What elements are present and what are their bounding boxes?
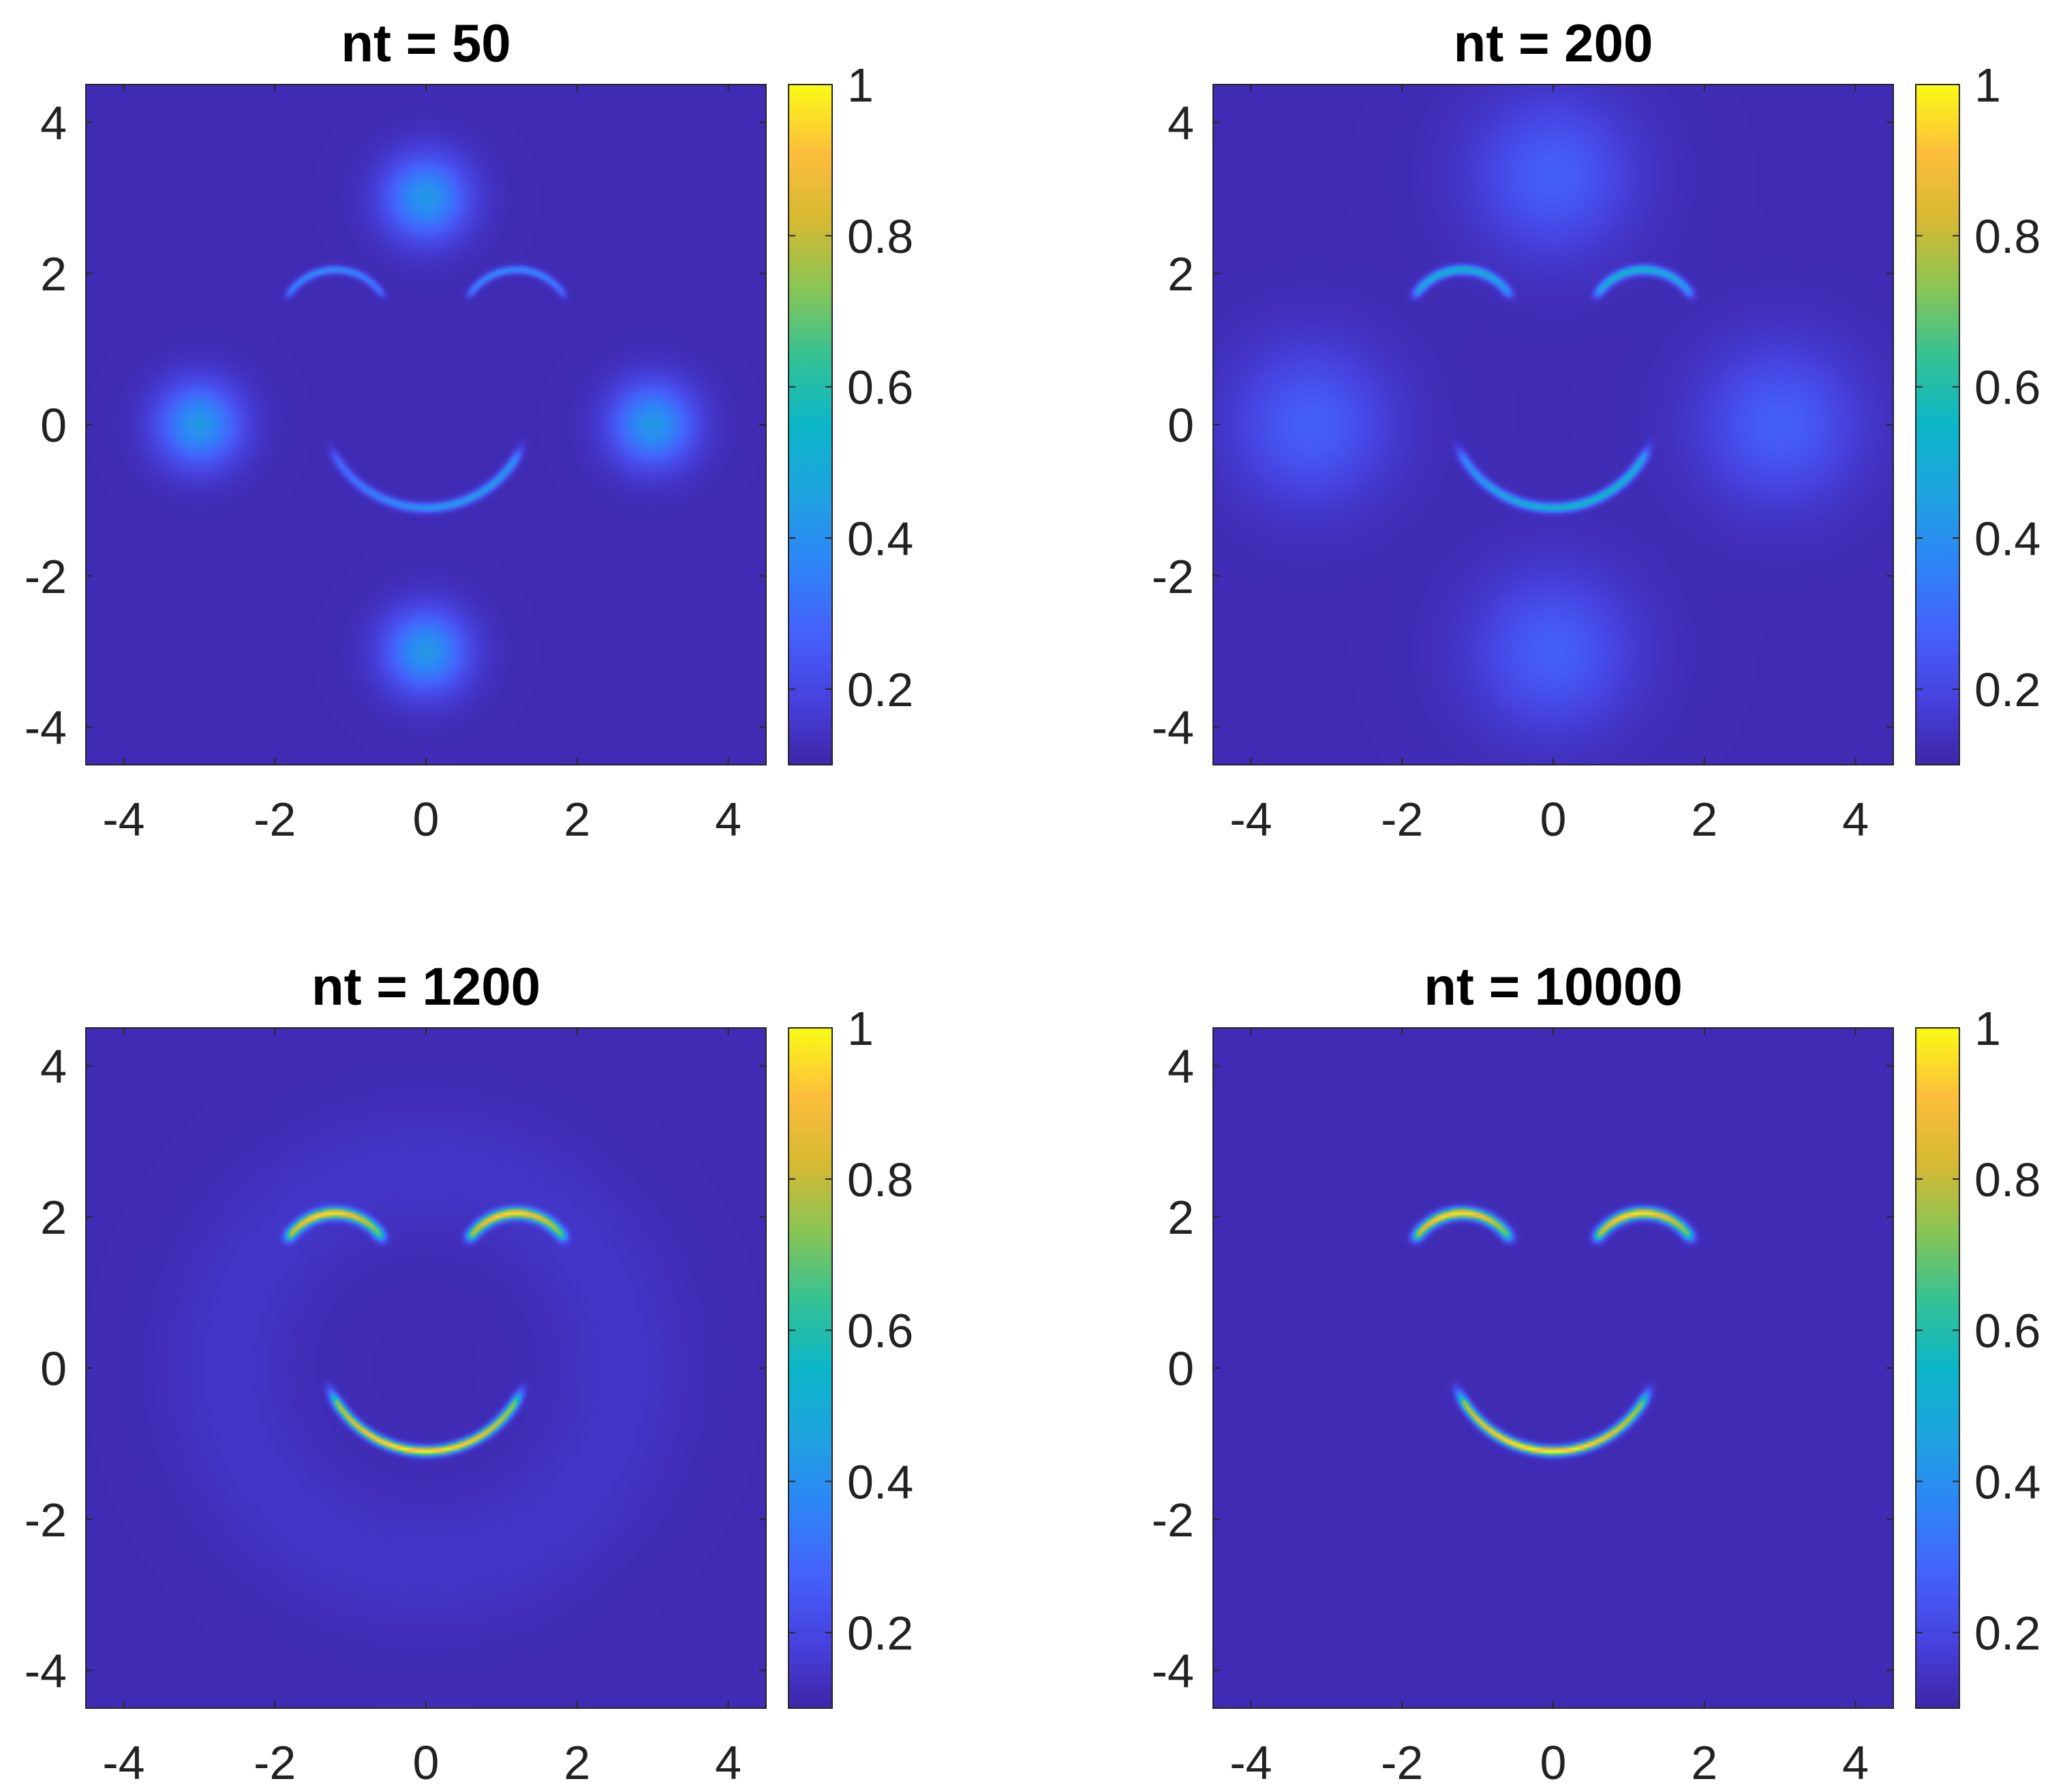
x-tick-label: 4 <box>715 793 742 846</box>
colorbar-frame <box>1915 84 1960 765</box>
panel-title: nt = 50 <box>341 13 510 73</box>
colorbar-tick-label: 0.6 <box>847 361 913 414</box>
y-tick-label: 0 <box>1167 399 1194 452</box>
y-tick-label: -4 <box>25 1645 67 1698</box>
y-tick-label: -4 <box>1152 701 1194 755</box>
colorbar-tick-label: 0.6 <box>1974 1305 2041 1358</box>
colorbar-tick-label: 0.8 <box>1974 210 2041 263</box>
x-tick-label: 4 <box>1842 793 1869 846</box>
panel-nt-1200: nt = 1200 -4 -2 0 2 4 -4 -2 0 2 4 0.2 0.4 0.6 0.8 1 <box>25 956 914 1789</box>
colorbar-tick-label: 1 <box>1974 59 2001 112</box>
heatmap-image <box>86 85 766 765</box>
x-tick-label: 0 <box>1540 793 1567 846</box>
y-tick-label: -2 <box>25 1493 67 1547</box>
colorbar-tick-label: 0.8 <box>1974 1153 2041 1206</box>
y-tick-label: -4 <box>1152 1645 1194 1698</box>
y-tick-label: 4 <box>40 1039 67 1093</box>
colorbar-tick-label: 0.2 <box>1974 1607 2041 1660</box>
colorbar-tick-label: 1 <box>847 59 874 112</box>
panel-title: nt = 200 <box>1454 13 1653 73</box>
x-tick-label: 4 <box>1842 1736 1869 1789</box>
x-tick-label: 2 <box>564 793 590 846</box>
panel-nt-10000: nt = 10000 -4 -2 0 2 4 -4 -2 0 2 4 0.2 0.4 0.6 0.8 1 <box>1152 956 2041 1789</box>
x-tick-label: -2 <box>1381 1736 1423 1789</box>
colorbar-tick-label: 0.2 <box>847 663 913 716</box>
x-tick-label: -2 <box>1381 793 1423 846</box>
panel-nt-200: nt = 200 -4 -2 0 2 4 -4 -2 0 2 4 0.2 0.4 0.6 0.8 1 <box>1152 13 2041 846</box>
colorbar-tick-label: 0.8 <box>847 1153 913 1206</box>
colorbar-tick-label: 0.2 <box>1974 663 2041 716</box>
colorbar-tick-label: 1 <box>847 1002 874 1055</box>
colorbar-tick-label: 0.6 <box>1974 361 2041 414</box>
x-tick-label: 2 <box>1691 1736 1717 1789</box>
colorbar <box>1916 1028 1959 1708</box>
x-tick-label: -4 <box>1229 793 1272 846</box>
y-tick-label: 2 <box>40 1191 67 1244</box>
panel-nt-50: nt = 50 -4 -2 0 2 4 -4 -2 0 2 4 0.2 0.4 0.6 0.8 1 <box>25 13 914 846</box>
colorbar <box>789 1028 832 1708</box>
y-tick-label: 4 <box>1167 96 1194 149</box>
colorbar-frame <box>1915 1027 1960 1709</box>
colorbar-tick-label: 0.4 <box>847 1455 913 1508</box>
y-tick-label: 2 <box>40 247 67 301</box>
y-tick-label: -2 <box>25 550 67 603</box>
x-tick-label: -4 <box>102 793 144 846</box>
colorbar-tick-label: 0.8 <box>847 210 913 263</box>
x-tick-label: 2 <box>1691 793 1717 846</box>
y-tick-label: -2 <box>1152 550 1194 603</box>
x-tick-label: 4 <box>715 1736 742 1789</box>
x-tick-label: 0 <box>1540 1736 1567 1789</box>
x-tick-label: -4 <box>1229 1736 1272 1789</box>
colorbar-tick-label: 0.4 <box>847 512 913 565</box>
x-tick-label: -2 <box>254 1736 296 1789</box>
y-tick-label: 4 <box>40 96 67 149</box>
colorbar-frame <box>788 84 833 765</box>
colorbar-tick-label: 0.4 <box>1974 512 2041 565</box>
x-tick-label: -4 <box>102 1736 144 1789</box>
colorbar <box>1916 85 1959 765</box>
panel-title: nt = 1200 <box>311 956 540 1016</box>
colorbar-frame <box>788 1027 833 1709</box>
y-tick-label: 2 <box>1167 247 1194 301</box>
x-tick-label: 2 <box>564 1736 590 1789</box>
y-tick-label: -2 <box>1152 1493 1194 1547</box>
colorbar-tick-label: 0.4 <box>1974 1455 2041 1508</box>
heatmap-image <box>1213 85 1893 765</box>
y-tick-label: 0 <box>1167 1342 1194 1395</box>
heatmap-image <box>86 1028 766 1708</box>
x-tick-label: 0 <box>413 1736 440 1789</box>
y-tick-label: 0 <box>40 1342 67 1395</box>
panel-title: nt = 10000 <box>1424 956 1682 1016</box>
colorbar <box>789 85 832 765</box>
x-tick-label: 0 <box>413 793 440 846</box>
y-tick-label: 0 <box>40 399 67 452</box>
heatmap-image <box>1213 1028 1893 1708</box>
y-tick-label: 2 <box>1167 1191 1194 1244</box>
y-tick-label: -4 <box>25 701 67 755</box>
y-tick-label: 4 <box>1167 1039 1194 1093</box>
colorbar-tick-label: 1 <box>1974 1002 2001 1055</box>
colorbar-tick-label: 0.2 <box>847 1607 913 1660</box>
x-tick-label: -2 <box>254 793 296 846</box>
colorbar-tick-label: 0.6 <box>847 1305 913 1358</box>
